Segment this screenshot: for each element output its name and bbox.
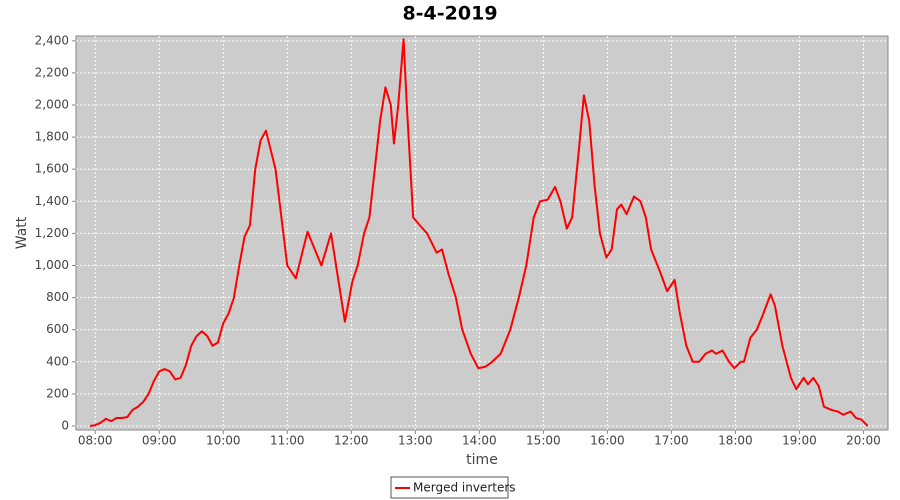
legend-box xyxy=(390,476,509,499)
y-tick-label: 400 xyxy=(46,354,69,368)
x-tick-label: 09:00 xyxy=(142,434,177,448)
y-tick-label: 2,000 xyxy=(35,98,69,112)
y-tick-label: 1,000 xyxy=(35,258,69,272)
y-axis-label: Watt xyxy=(14,216,30,249)
chart-title: 8-4-2019 xyxy=(402,3,497,25)
x-tick-label: 10:00 xyxy=(206,434,241,448)
x-tick-label: 13:00 xyxy=(398,434,433,448)
x-tick-label: 20:00 xyxy=(846,434,881,448)
y-tick-label: 1,200 xyxy=(35,226,69,240)
x-tick-label: 14:00 xyxy=(462,434,497,448)
y-tick-label: 600 xyxy=(46,322,69,336)
y-tick-label: 2,200 xyxy=(35,65,69,79)
data-line xyxy=(89,38,869,427)
x-tick-label: 17:00 xyxy=(654,434,689,448)
y-tick-label: 1,400 xyxy=(35,194,69,208)
x-tick-label: 11:00 xyxy=(270,434,305,448)
x-tick-label: 18:00 xyxy=(718,434,753,448)
x-tick-label: 15:00 xyxy=(526,434,561,448)
y-tick-label: 800 xyxy=(46,290,69,304)
x-tick-label: 12:00 xyxy=(334,434,369,448)
x-tick-label: 19:00 xyxy=(782,434,817,448)
y-tick-label: 0 xyxy=(61,418,69,432)
y-tick-label: 200 xyxy=(46,386,69,400)
x-tick-label: 16:00 xyxy=(590,434,625,448)
y-tick-label: 1,800 xyxy=(35,130,69,144)
legend: Merged inverters xyxy=(390,476,516,499)
x-axis-label: time xyxy=(466,452,498,468)
y-tick-label: 2,400 xyxy=(35,33,69,47)
x-tick-label: 08:00 xyxy=(78,434,113,448)
legend-label: Merged inverters xyxy=(413,481,516,495)
y-tick-label: 1,600 xyxy=(35,162,69,176)
